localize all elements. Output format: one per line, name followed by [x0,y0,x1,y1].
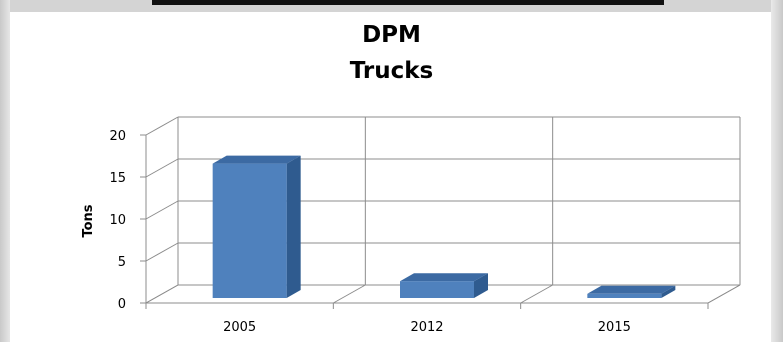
y-axis-label: Tons [81,204,96,237]
bar-front [212,163,287,298]
gridline-side [145,116,179,136]
bars [212,155,676,298]
chart-title-line-1: DPM [362,22,421,48]
bar-front [400,281,474,298]
window-border-right [771,0,783,342]
axes [140,134,741,309]
y-tick-label: 5 [118,255,126,270]
y-tick-label: 15 [109,171,126,186]
gridline-side [145,200,179,220]
floor-divider [145,284,179,304]
chart-title-line-2: Trucks [349,58,434,84]
floor-right-edge [707,284,741,304]
bar-top [400,273,488,282]
gridline-side [145,242,179,262]
y-tick-label: 10 [109,213,126,228]
bar-side [286,155,301,298]
bar [212,155,301,298]
x-tick-label: 2012 [410,320,443,335]
gridline-side [145,158,179,178]
x-tick-label: 2005 [223,320,256,335]
x-tick-label: 2015 [598,320,631,335]
floor-divider [333,284,366,304]
bar-side [661,285,676,298]
bar [587,285,676,298]
bar-side [474,273,488,298]
bar-top [587,285,676,294]
bar-front [587,293,662,298]
labels: 0 5 10 15 20 2005 2012 2015 [109,129,630,335]
top-black-bar [152,0,664,5]
window-border-left [0,0,10,342]
bar [400,273,488,298]
floor-divider [520,284,553,304]
y-tick-label: 20 [109,129,126,144]
y-tick-label: 0 [118,297,126,312]
bar-top [212,155,301,164]
